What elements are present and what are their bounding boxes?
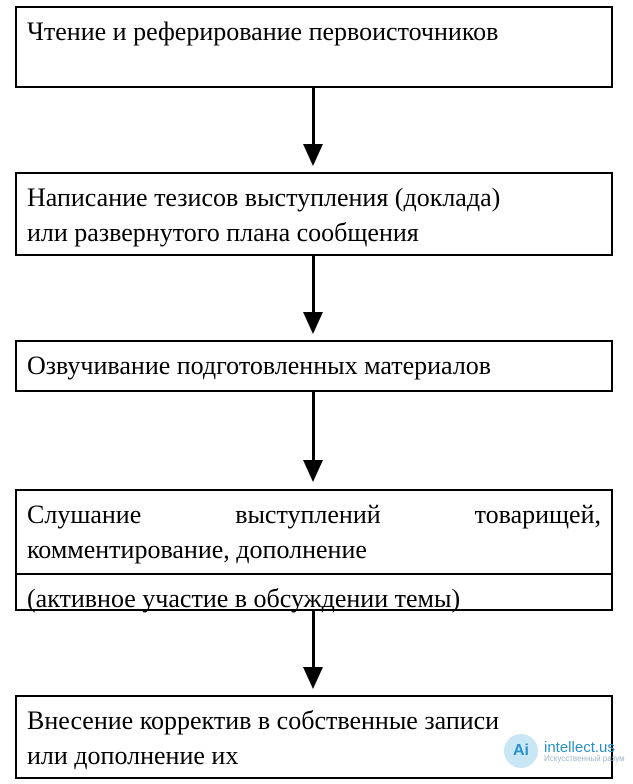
- arrow-head-icon: [303, 460, 323, 482]
- flow-node-2: Написание тезисов выступления (доклада)и…: [15, 172, 613, 256]
- node-text: Озвучивание подготовленных материалов: [17, 342, 611, 389]
- arrow-head-icon: [303, 312, 323, 334]
- watermark: Ai intellect.usИскусственный разум: [504, 734, 625, 768]
- node-text: Чтение и реферирование первоисточников: [17, 8, 611, 55]
- watermark-main: intellect.us: [544, 740, 625, 755]
- arrow-line: [312, 392, 315, 460]
- node-text-top: Слушание выступлений товарищей,комментиров…: [17, 491, 611, 573]
- node-line: Написание тезисов выступления (доклада): [27, 180, 601, 215]
- justified-line: Слушание выступлений товарищей,: [27, 497, 601, 532]
- flow-arrow-1: [303, 88, 323, 166]
- arrow-head-icon: [303, 144, 323, 166]
- arrow-line: [312, 88, 315, 144]
- flow-arrow-3: [303, 392, 323, 482]
- node-line: комментирование, дополнение: [27, 532, 601, 567]
- watermark-text: intellect.usИскусственный разум: [544, 740, 625, 763]
- flow-node-3: Озвучивание подготовленных материалов: [15, 340, 613, 392]
- flow-node-4: Слушание выступлений товарищей,комментиров…: [15, 489, 613, 611]
- word: Слушание: [27, 497, 141, 532]
- flow-arrow-4: [303, 611, 323, 689]
- watermark-logo-icon: Ai: [504, 734, 538, 768]
- node-line: Озвучивание подготовленных материалов: [27, 348, 601, 383]
- flow-arrow-2: [303, 256, 323, 334]
- node-line: Чтение и реферирование первоисточников: [27, 14, 601, 49]
- arrow-head-icon: [303, 667, 323, 689]
- flow-node-1: Чтение и реферирование первоисточников: [15, 6, 613, 88]
- node-line: Внесение корректив в собственные записи: [27, 703, 601, 738]
- word: выступлений: [235, 497, 380, 532]
- arrow-line: [312, 611, 315, 667]
- node-line: или развернутого плана сообщения: [27, 215, 601, 250]
- watermark-sub: Искусственный разум: [544, 755, 625, 763]
- word: товарищей,: [475, 497, 601, 532]
- node-text: Написание тезисов выступления (доклада)и…: [17, 174, 611, 256]
- arrow-line: [312, 256, 315, 312]
